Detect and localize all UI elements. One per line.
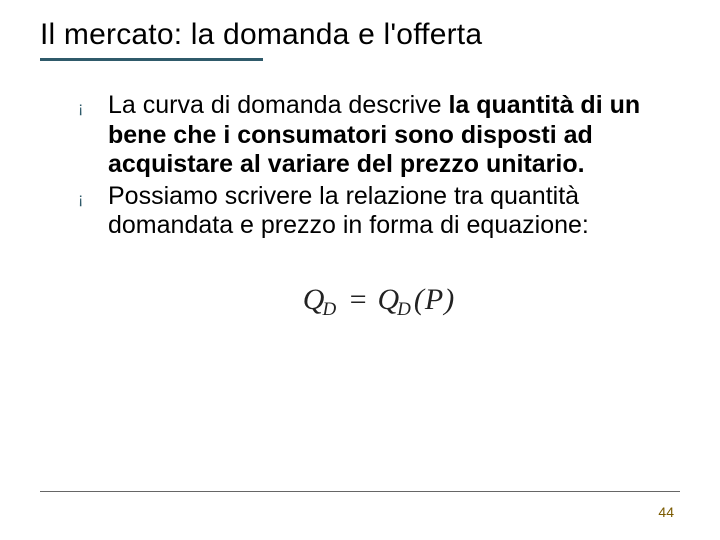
- slide-title: Il mercato: la domanda e l'offerta: [40, 18, 680, 52]
- text-segment: Possiamo scrivere la relazione tra quant…: [108, 182, 589, 240]
- eq-lhs-sub: D: [322, 299, 337, 320]
- slide-container: Il mercato: la domanda e l'offerta ¡ La …: [0, 0, 720, 540]
- eq-arg: P: [425, 283, 444, 316]
- page-number: 44: [658, 504, 674, 520]
- title-underline: [40, 58, 263, 61]
- eq-paren-open: (: [414, 283, 425, 316]
- bullet-item: ¡ La curva di domanda descrive la quanti…: [78, 91, 680, 180]
- bullet-marker-icon: ¡: [78, 91, 108, 125]
- equation: QD = QD(P): [303, 283, 455, 321]
- eq-rhs-sub: D: [397, 299, 412, 320]
- eq-equals: =: [348, 283, 369, 316]
- text-segment: La curva di domanda descrive: [108, 91, 448, 119]
- content-area: ¡ La curva di domanda descrive la quanti…: [40, 91, 680, 321]
- bullet-text: Possiamo scrivere la relazione tra quant…: [108, 182, 680, 241]
- footer-divider: [40, 491, 680, 492]
- eq-paren-close: ): [444, 283, 455, 316]
- bullet-item: ¡ Possiamo scrivere la relazione tra qua…: [78, 182, 680, 241]
- bullet-marker-icon: ¡: [78, 182, 108, 216]
- equation-block: QD = QD(P): [78, 283, 680, 321]
- bullet-text: La curva di domanda descrive la quantità…: [108, 91, 680, 180]
